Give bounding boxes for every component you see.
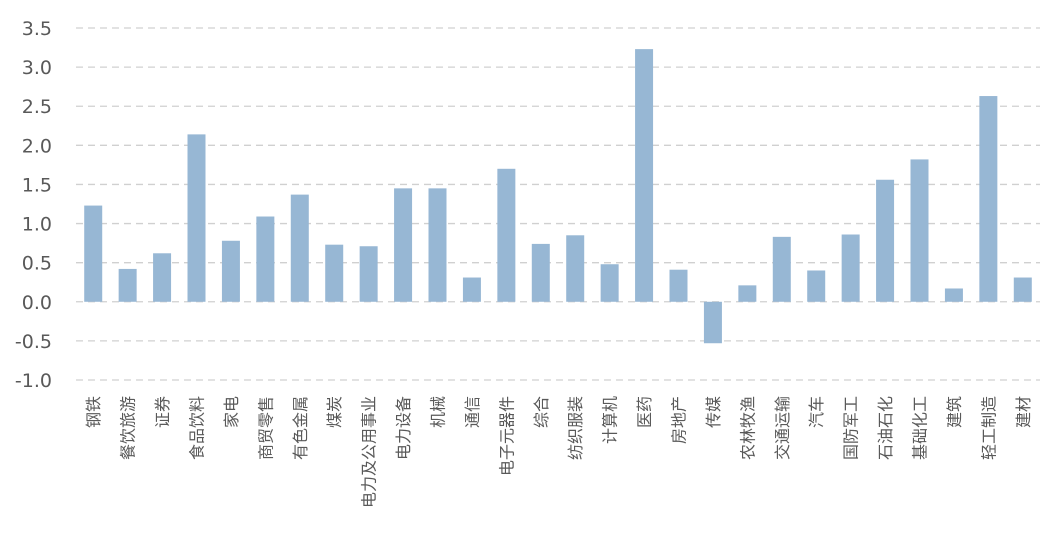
bar xyxy=(290,194,309,302)
bar xyxy=(221,240,240,302)
y-axis-ticks: 3.5 3.0 2.5 2.0 1.5 1.0 0.5 0.0 -0.5 -1.0 xyxy=(15,18,52,392)
bar xyxy=(669,269,688,302)
x-category-label: 建筑 xyxy=(945,396,964,428)
y-tick-label: 3.5 xyxy=(22,18,52,40)
bar xyxy=(566,235,585,302)
bar xyxy=(187,134,206,302)
bar xyxy=(497,168,516,302)
x-category-label: 石油石化 xyxy=(876,396,895,460)
y-tick-label: 1.5 xyxy=(22,174,52,196)
x-category-label: 有色金属 xyxy=(291,396,310,460)
x-category-label: 基础化工 xyxy=(911,396,930,460)
y-tick-label: 0.0 xyxy=(22,292,52,314)
x-category-label: 电力设备 xyxy=(394,396,413,460)
bar xyxy=(84,205,103,302)
y-tick-label: -0.5 xyxy=(15,331,52,353)
x-category-label: 电子元器件 xyxy=(497,396,516,476)
bar xyxy=(325,244,344,302)
x-category-label: 交通运输 xyxy=(773,396,792,460)
x-category-label: 证券 xyxy=(153,396,172,428)
x-category-label: 家电 xyxy=(222,396,241,428)
bar xyxy=(738,285,757,302)
x-category-label: 食品饮料 xyxy=(188,396,207,460)
x-category-label: 国防军工 xyxy=(842,396,861,460)
grid-lines xyxy=(76,27,1040,381)
bar xyxy=(394,188,413,302)
x-category-label: 钢铁 xyxy=(84,396,103,428)
bar xyxy=(1013,277,1032,302)
x-category-label: 机械 xyxy=(429,396,448,428)
x-category-label: 商贸零售 xyxy=(256,396,275,460)
bar xyxy=(876,179,895,302)
bar xyxy=(807,270,826,302)
bar xyxy=(118,268,137,302)
x-category-label: 综合 xyxy=(532,396,551,428)
bar xyxy=(979,96,998,302)
bar xyxy=(462,277,481,302)
bar xyxy=(772,236,791,302)
x-axis-labels: 钢铁 餐饮旅游 证券 食品饮料 家电 商贸零售 有色金属 煤炭 电力及公用事业 电力设备 机械 通信电… xyxy=(84,396,1033,508)
y-tick-label: 1.0 xyxy=(22,214,52,236)
x-category-label: 建材 xyxy=(1014,396,1033,428)
bar xyxy=(359,246,378,302)
bar xyxy=(910,159,929,302)
x-category-label: 医药 xyxy=(635,396,654,428)
bar xyxy=(428,188,447,302)
y-tick-label: -1.0 xyxy=(15,370,52,392)
x-category-label: 房地产 xyxy=(670,396,689,444)
y-tick-label: 3.0 xyxy=(22,57,52,79)
x-category-label: 汽车 xyxy=(807,396,826,428)
x-category-label: 农林牧渔 xyxy=(738,396,757,460)
x-category-label: 计算机 xyxy=(601,396,620,444)
x-category-label: 电力及公用事业 xyxy=(360,396,379,508)
y-tick-label: 0.5 xyxy=(22,253,52,275)
bar xyxy=(944,288,963,302)
bar xyxy=(635,49,654,302)
bar xyxy=(703,301,722,344)
bar xyxy=(153,253,172,302)
bar xyxy=(531,243,550,302)
x-category-label: 通信 xyxy=(463,396,482,428)
x-category-label: 餐饮旅游 xyxy=(119,396,138,460)
x-category-label: 煤炭 xyxy=(325,396,344,428)
x-category-label: 轻工制造 xyxy=(979,396,998,460)
bars xyxy=(84,49,1032,344)
x-category-label: 传媒 xyxy=(704,396,723,428)
y-tick-label: 2.5 xyxy=(22,96,52,118)
x-category-label: 纺织服装 xyxy=(566,396,585,460)
bar xyxy=(256,216,275,302)
y-tick-label: 2.0 xyxy=(22,135,52,157)
bar xyxy=(600,264,619,302)
bar xyxy=(841,234,860,302)
